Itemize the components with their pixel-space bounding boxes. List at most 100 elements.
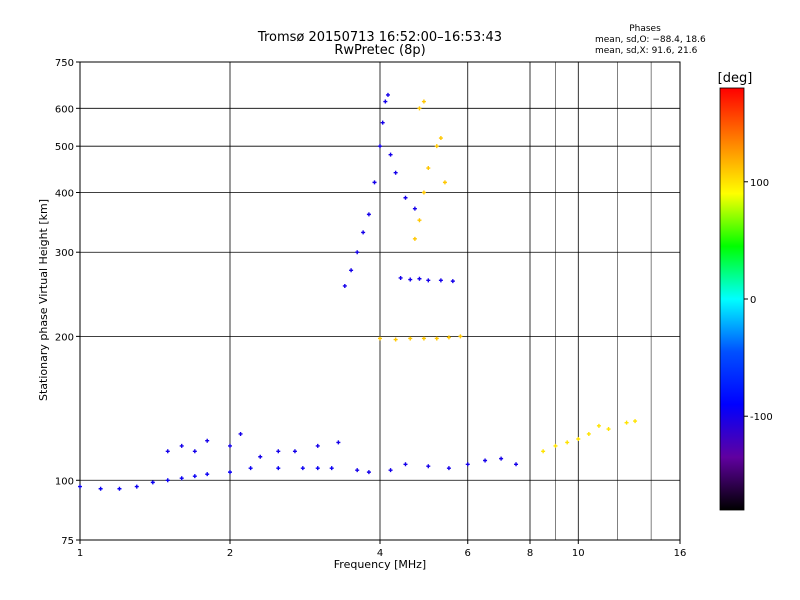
x-tick-label: 16 xyxy=(674,548,687,559)
y-axis-ticks: 75 100 200 300 400 500 600 750 xyxy=(55,58,80,547)
data-points xyxy=(78,92,638,491)
x-tick-label: 4 xyxy=(377,548,383,559)
grid-lines xyxy=(80,62,680,540)
x-tick-label: 6 xyxy=(465,548,471,559)
data-point xyxy=(383,99,388,104)
data-point xyxy=(388,468,393,473)
data-point xyxy=(276,449,281,454)
data-point xyxy=(276,466,281,471)
data-point xyxy=(541,449,546,454)
x-tick-label: 1 xyxy=(77,548,83,559)
data-point xyxy=(378,144,382,149)
data-point xyxy=(596,423,601,428)
chart-title: Tromsø 20150713 16:52:00–16:53:43 xyxy=(257,30,502,45)
data-point xyxy=(438,278,443,283)
colorbar-label: [deg] xyxy=(718,71,753,86)
data-point xyxy=(426,278,431,283)
x-axis-label: Frequency [MHz] xyxy=(334,558,426,571)
data-point xyxy=(393,170,398,175)
data-point xyxy=(438,136,443,141)
data-point xyxy=(258,454,263,459)
data-point xyxy=(228,470,232,475)
data-point xyxy=(165,449,170,454)
data-point xyxy=(553,443,558,448)
data-point xyxy=(421,99,426,104)
data-point xyxy=(421,336,426,341)
data-point xyxy=(446,466,451,471)
data-point xyxy=(349,268,354,273)
data-point xyxy=(633,419,638,424)
x-tick-label: 10 xyxy=(572,548,585,559)
data-point xyxy=(134,484,139,489)
y-tick-label: 200 xyxy=(55,332,74,343)
x-tick-label: 2 xyxy=(227,548,233,559)
data-point xyxy=(150,480,155,485)
data-point xyxy=(408,277,413,282)
data-point xyxy=(499,456,504,461)
data-point xyxy=(300,466,305,471)
data-point xyxy=(450,279,455,284)
data-point xyxy=(238,431,243,436)
colorbar-tick-label: 0 xyxy=(750,295,756,306)
data-point xyxy=(98,486,103,491)
y-tick-label: 75 xyxy=(61,536,74,547)
y-tick-label: 100 xyxy=(55,476,74,487)
data-point xyxy=(292,449,297,454)
data-point xyxy=(385,92,390,97)
data-point xyxy=(421,190,426,195)
data-point xyxy=(192,449,197,454)
colorbar-ticks: 100 0 -100 xyxy=(744,178,773,423)
legend-line-x: mean, sd,X: 91.6, 21.6 xyxy=(595,46,698,56)
data-point xyxy=(342,283,347,288)
data-point xyxy=(366,212,371,217)
data-point xyxy=(336,440,341,445)
data-point xyxy=(388,152,393,157)
data-point xyxy=(514,462,519,467)
data-point xyxy=(465,462,470,467)
data-point xyxy=(192,474,197,479)
x-axis-ticks: 1 2 4 6 8 10 16 xyxy=(77,540,687,559)
colorbar-tick-label: -100 xyxy=(750,412,773,423)
data-point xyxy=(393,337,398,342)
data-point xyxy=(412,236,417,241)
data-point xyxy=(458,334,463,339)
data-point xyxy=(417,106,422,111)
data-point xyxy=(380,120,385,125)
colorbar-tick-label: 100 xyxy=(750,178,769,189)
legend-line-o: mean, sd,O: −88.4, 18.6 xyxy=(595,35,706,45)
data-point xyxy=(361,230,366,235)
x-tick-label: 8 xyxy=(527,548,533,559)
data-point xyxy=(446,335,451,340)
data-point xyxy=(372,180,377,185)
data-point xyxy=(366,470,371,475)
data-point xyxy=(205,472,210,477)
chart-subtitle: RwPretec (8p) xyxy=(334,43,425,58)
y-tick-label: 300 xyxy=(55,248,74,259)
data-point xyxy=(179,443,184,448)
data-point xyxy=(483,458,488,463)
y-tick-label: 600 xyxy=(55,104,74,115)
data-point xyxy=(165,478,170,483)
data-point xyxy=(205,438,210,443)
data-point xyxy=(434,144,439,149)
data-point xyxy=(329,466,334,471)
data-point xyxy=(78,484,82,489)
data-point xyxy=(315,443,320,448)
data-point xyxy=(417,276,422,281)
y-axis-label: Stationary phase Virtual Height [km] xyxy=(37,199,50,401)
data-point xyxy=(378,336,382,341)
data-point xyxy=(586,431,591,436)
data-point xyxy=(426,166,431,171)
legend-title: Phases xyxy=(629,24,661,34)
data-point xyxy=(408,336,413,341)
data-point xyxy=(117,486,122,491)
data-point xyxy=(403,195,408,200)
y-tick-label: 750 xyxy=(55,58,74,69)
y-tick-label: 500 xyxy=(55,142,74,153)
data-point xyxy=(403,462,408,467)
data-point xyxy=(355,250,360,255)
data-point xyxy=(434,336,439,341)
data-point xyxy=(179,476,184,481)
data-point xyxy=(248,466,253,471)
data-point xyxy=(426,464,431,469)
